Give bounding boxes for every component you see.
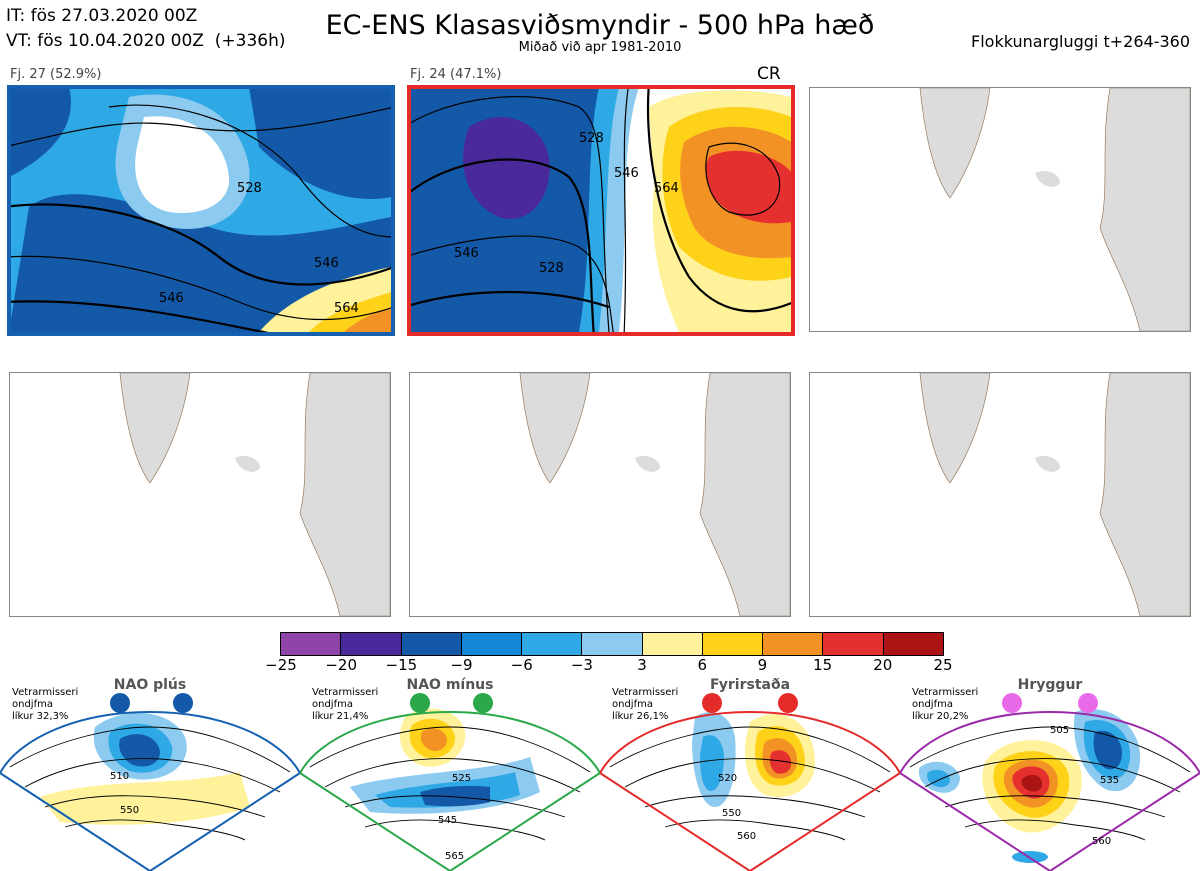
empty-map-panel-4	[9, 372, 391, 617]
lead-time-text: (+336h)	[214, 31, 286, 51]
empty-map-5-svg	[519, 373, 790, 616]
contour-label: 560	[1092, 836, 1111, 847]
colorbar-tick-label: 20	[873, 656, 893, 674]
regime-name: NAO plús	[113, 677, 187, 693]
empty-map-6-svg	[919, 373, 1190, 616]
contour-label: 550	[722, 808, 741, 819]
contour-label: 535	[1100, 775, 1119, 786]
regime-marker	[1002, 693, 1022, 713]
regime-info: Vetrarmisseri ondjfma líkur 32,3%	[12, 687, 79, 722]
colorbar-tick-label: −25	[265, 656, 297, 674]
colorbar-segment	[641, 633, 702, 655]
cluster-map-panel-1: 528 546 546 564	[9, 87, 391, 332]
regime-marker	[410, 693, 430, 713]
valid-time-text: VT: fös 10.04.2020 00Z	[6, 31, 204, 51]
regime-fyrirstada: 520 550 560 Fyrirstaða Vetrarmisseri ond…	[600, 677, 900, 871]
colorbar-segment	[340, 633, 401, 655]
colorbar	[280, 632, 944, 656]
contour-label: 550	[120, 805, 139, 816]
colorbar-tick-label: −3	[570, 656, 593, 674]
colorbar-tick-label: 9	[757, 656, 768, 674]
panel1-border	[7, 85, 395, 336]
contour-label: 546	[454, 246, 479, 261]
empty-map-4-svg	[119, 373, 390, 616]
contour-label: 528	[237, 181, 262, 196]
page-title: EC-ENS Klasasviðsmyndir - 500 hPa hæð	[325, 10, 875, 41]
regime-marker	[778, 693, 798, 713]
init-time-label: IT: fös 27.03.2020 00Z	[6, 6, 198, 26]
colorbar-segment	[762, 633, 823, 655]
contour-label: 505	[1050, 725, 1069, 736]
empty-map-panel-6	[809, 372, 1191, 617]
regime-info: Vetrarmisseri ondjfma líkur 26,1%	[612, 687, 679, 722]
regime-info: Vetrarmisseri ondjfma líkur 21,4%	[312, 687, 379, 722]
colorbar-segment	[460, 633, 522, 655]
regime-marker	[473, 693, 493, 713]
colorbar-segment	[882, 633, 943, 655]
regime-nao-minus-svg: 525 545 565	[300, 693, 600, 871]
regime-marker	[173, 693, 193, 713]
empty-map-3-svg	[919, 88, 1190, 331]
colorbar-segment	[701, 633, 763, 655]
empty-map-panel-3	[809, 87, 1191, 332]
contour-label: 528	[579, 131, 604, 146]
regime-marker	[1078, 693, 1098, 713]
valid-time-label: VT: fös 10.04.2020 00Z (+336h)	[6, 31, 286, 52]
page-subtitle: Miðað við apr 1981-2010	[518, 40, 682, 55]
colorbar-segment	[521, 633, 582, 655]
panel1-label: Fj. 27 (52.9%)	[10, 67, 102, 82]
contour-label: 546	[159, 291, 184, 306]
colorbar-segment	[581, 633, 642, 655]
regime-hryggur: 505 535 560 Hryggur Vetrarmisseri ondjfm…	[900, 677, 1200, 871]
colorbar-tick-label: 6	[697, 656, 708, 674]
contour-label: 546	[614, 166, 639, 181]
contour-label: 546	[314, 256, 339, 271]
colorbar-tick-label: −15	[385, 656, 418, 674]
colorbar-tick-label: −6	[510, 656, 533, 674]
regime-name: NAO mínus	[406, 677, 494, 693]
regime-fyrirstada-svg: 520 550 560	[600, 693, 900, 871]
contour-label: 565	[445, 851, 464, 862]
colorbar-tick-label: −9	[450, 656, 473, 674]
cluster-window-label: Flokkunargluggi t+264-360	[971, 32, 1190, 51]
contour-label: 520	[718, 773, 737, 784]
contour-label: 564	[334, 301, 359, 316]
cluster-map-panel-2: 528 546 528 546 564	[409, 87, 791, 332]
contour-label: 545	[438, 815, 457, 826]
panel2-tag: CR	[757, 64, 781, 84]
regime-nao-plus: 510 550 NAO plús Vetrarmisseri ondjfma l…	[0, 677, 300, 871]
contour-label: 510	[110, 771, 129, 782]
colorbar-segment	[822, 633, 883, 655]
panel2-border	[407, 85, 795, 336]
panel2-label: Fj. 24 (47.1%)	[410, 67, 502, 82]
contour-label: 564	[654, 181, 679, 196]
contour-label: 525	[452, 773, 471, 784]
colorbar-tick-label: 3	[637, 656, 647, 674]
colorbar-tick-label: 15	[813, 656, 833, 674]
cluster-map-2-svg: 528 546 528 546 564	[409, 87, 791, 332]
contour-label: 528	[539, 261, 564, 276]
empty-map-panel-5	[409, 372, 791, 617]
colorbar-segment	[281, 633, 341, 655]
regime-name: Fyrirstaða	[709, 677, 791, 693]
regime-marker	[110, 693, 130, 713]
colorbar-tick-label: 25	[933, 656, 953, 674]
contour-label: 560	[737, 831, 756, 842]
regime-nao-plus-svg: 510 550	[0, 693, 300, 871]
regime-info: Vetrarmisseri ondjfma líkur 20,2%	[912, 687, 979, 722]
regime-marker	[702, 693, 722, 713]
colorbar-tick-label: −20	[325, 656, 357, 674]
colorbar-segment	[400, 633, 461, 655]
cluster-map-1-svg: 528 546 546 564	[9, 87, 391, 332]
regime-nao-minus: 525 545 565 NAO mínus Vetrarmisseri ondj…	[300, 677, 600, 871]
regime-hryggur-svg: 505 535 560	[900, 693, 1200, 871]
regime-name: Hryggur	[1017, 677, 1083, 693]
